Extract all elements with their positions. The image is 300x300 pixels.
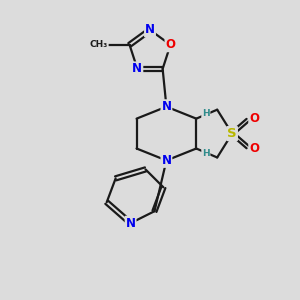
Text: O: O	[249, 112, 259, 125]
Text: N: N	[161, 154, 171, 167]
Text: S: S	[227, 127, 237, 140]
Text: O: O	[249, 142, 259, 155]
Text: H: H	[202, 149, 210, 158]
Text: N: N	[132, 62, 142, 75]
Text: N: N	[126, 217, 136, 230]
Text: N: N	[161, 100, 171, 113]
Text: O: O	[165, 38, 176, 51]
Text: H: H	[202, 109, 210, 118]
Text: N: N	[145, 23, 155, 37]
Text: CH₃: CH₃	[90, 40, 108, 49]
